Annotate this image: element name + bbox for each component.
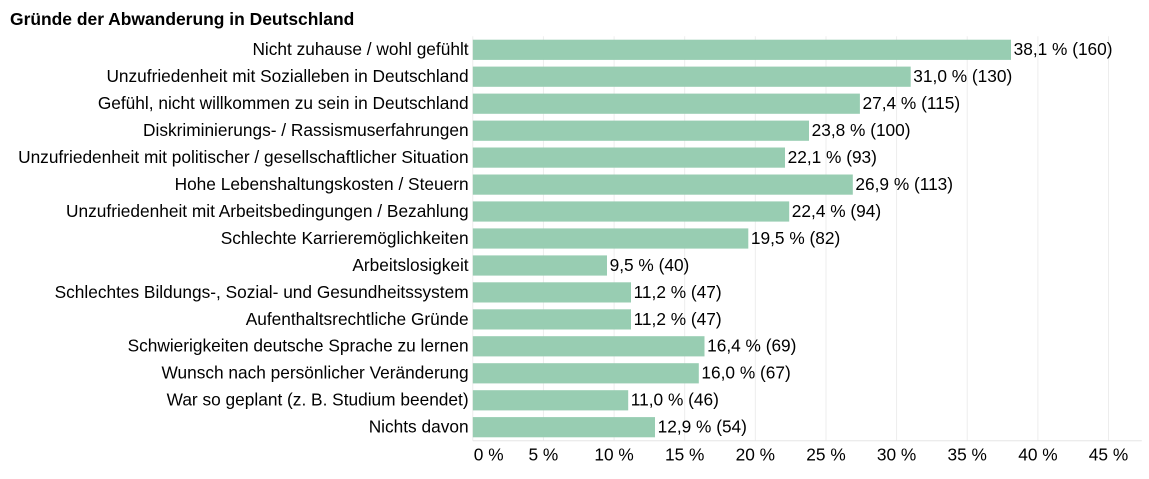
svg-text:16,4 % (69): 16,4 % (69) (707, 336, 796, 356)
svg-text:Gründe der Abwanderung in Deut: Gründe der Abwanderung in Deutschland (10, 9, 354, 29)
svg-text:11,0 % (46): 11,0 % (46) (631, 390, 719, 410)
svg-text:Unzufriedenheit mit Arbeitsbed: Unzufriedenheit mit Arbeitsbedingungen /… (66, 201, 469, 221)
svg-text:20 %: 20 % (736, 445, 775, 465)
svg-text:11,2 % (47): 11,2 % (47) (634, 309, 722, 329)
svg-text:27,4 % (115): 27,4 % (115) (863, 93, 961, 113)
svg-text:22,1 % (93): 22,1 % (93) (788, 147, 877, 167)
svg-text:11,2 % (47): 11,2 % (47) (634, 282, 722, 302)
svg-text:15 %: 15 % (665, 445, 704, 465)
svg-text:Diskriminierungs- / Rassismuse: Diskriminierungs- / Rassismuserfahrungen (143, 120, 469, 140)
svg-text:35 %: 35 % (948, 445, 987, 465)
svg-text:45 %: 45 % (1089, 445, 1128, 465)
svg-text:Nichts davon: Nichts davon (369, 417, 469, 437)
svg-text:9,5 % (40): 9,5 % (40) (610, 255, 690, 275)
svg-text:22,4 % (94): 22,4 % (94) (792, 201, 881, 221)
svg-text:Schwierigkeiten deutsche Sprac: Schwierigkeiten deutsche Sprache zu lern… (128, 336, 469, 356)
svg-text:Gefühl, nicht willkommen zu se: Gefühl, nicht willkommen zu sein in Deut… (98, 93, 469, 113)
svg-text:12,9 % (54): 12,9 % (54) (658, 417, 747, 437)
svg-text:5 %: 5 % (529, 445, 559, 465)
svg-text:Arbeitslosigkeit: Arbeitslosigkeit (352, 255, 468, 275)
svg-text:Hohe Lebenshaltungskosten / St: Hohe Lebenshaltungskosten / Steuern (175, 174, 469, 194)
svg-text:Schlechte Karrieremöglichkeite: Schlechte Karrieremöglichkeiten (221, 228, 469, 248)
svg-text:War so geplant (z. B. Studium: War so geplant (z. B. Studium beendet) (167, 390, 469, 410)
svg-text:25 %: 25 % (806, 445, 845, 465)
svg-text:30 %: 30 % (877, 445, 916, 465)
svg-text:16,0 % (67): 16,0 % (67) (701, 363, 790, 383)
svg-text:Unzufriedenheit mit Soziallebe: Unzufriedenheit mit Sozialleben in Deuts… (106, 66, 468, 86)
svg-text:10 %: 10 % (594, 445, 633, 465)
svg-text:23,8 % (100): 23,8 % (100) (812, 120, 911, 140)
svg-text:26,9 % (113): 26,9 % (113) (855, 174, 953, 194)
svg-text:0 %: 0 % (474, 445, 504, 465)
svg-text:Schlechtes Bildungs-, Sozial-: Schlechtes Bildungs-, Sozial- und Gesund… (55, 282, 469, 302)
svg-text:38,1 % (160): 38,1 % (160) (1014, 39, 1113, 59)
svg-text:Aufenthaltsrechtliche Gründe: Aufenthaltsrechtliche Gründe (246, 309, 469, 329)
svg-text:Wunsch nach persönlicher Verän: Wunsch nach persönlicher Veränderung (161, 363, 468, 383)
svg-text:Unzufriedenheit mit politische: Unzufriedenheit mit politischer / gesell… (18, 147, 469, 167)
svg-text:19,5 % (82): 19,5 % (82) (751, 228, 840, 248)
svg-text:Nicht zuhause / wohl gefühlt: Nicht zuhause / wohl gefühlt (252, 39, 468, 59)
svg-text:40 %: 40 % (1018, 445, 1057, 465)
svg-text:31,0 % (130): 31,0 % (130) (913, 66, 1012, 86)
